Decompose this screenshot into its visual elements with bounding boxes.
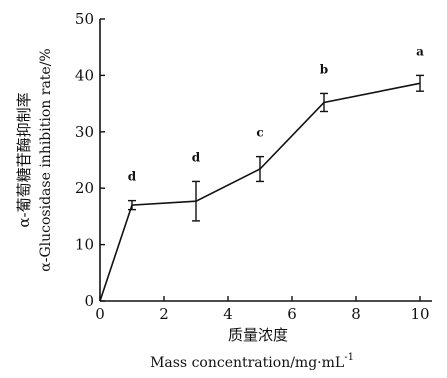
- axes: [99, 19, 432, 302]
- significance-label: d: [128, 170, 137, 184]
- y-tick-label: 0: [84, 292, 94, 310]
- x-tick-label: 6: [287, 305, 297, 323]
- x-tick-label: 8: [351, 305, 361, 323]
- y-tick-label: 30: [75, 123, 94, 141]
- significance-label: c: [256, 126, 263, 140]
- ticks: 0 2 4 6 8 10 0 10 20 30 40 50: [75, 10, 430, 323]
- y-tick-label: 50: [75, 10, 94, 28]
- y-tick-label: 40: [75, 66, 94, 84]
- significance-label: d: [192, 150, 201, 164]
- significance-label: a: [416, 44, 424, 58]
- series-line: [99, 82, 421, 302]
- x-tick-label: 10: [410, 305, 429, 323]
- x-tick-label: 2: [159, 305, 169, 323]
- data-series: [99, 74, 424, 302]
- x-axis-title-en-main: Mass concentration/mg·mL: [150, 355, 344, 371]
- y-tick-label: 20: [75, 179, 94, 197]
- significance-labels: d d c b a: [128, 44, 424, 183]
- significance-label: b: [320, 62, 328, 76]
- y-axis-title-en: α-Glucosidase inhibition rate/%: [38, 48, 54, 271]
- x-axis-title-en: Mass concentration/mg·mL-1: [150, 352, 354, 371]
- y-tick-label: 10: [75, 236, 94, 254]
- x-axis-title-en-sup: -1: [344, 352, 354, 363]
- x-tick-label: 0: [95, 305, 105, 323]
- y-axis-title-cn: α-葡萄糖苷酶抑制率: [15, 92, 33, 227]
- x-axis-title-cn: 质量浓度: [228, 326, 288, 344]
- x-tick-label: 4: [223, 305, 233, 323]
